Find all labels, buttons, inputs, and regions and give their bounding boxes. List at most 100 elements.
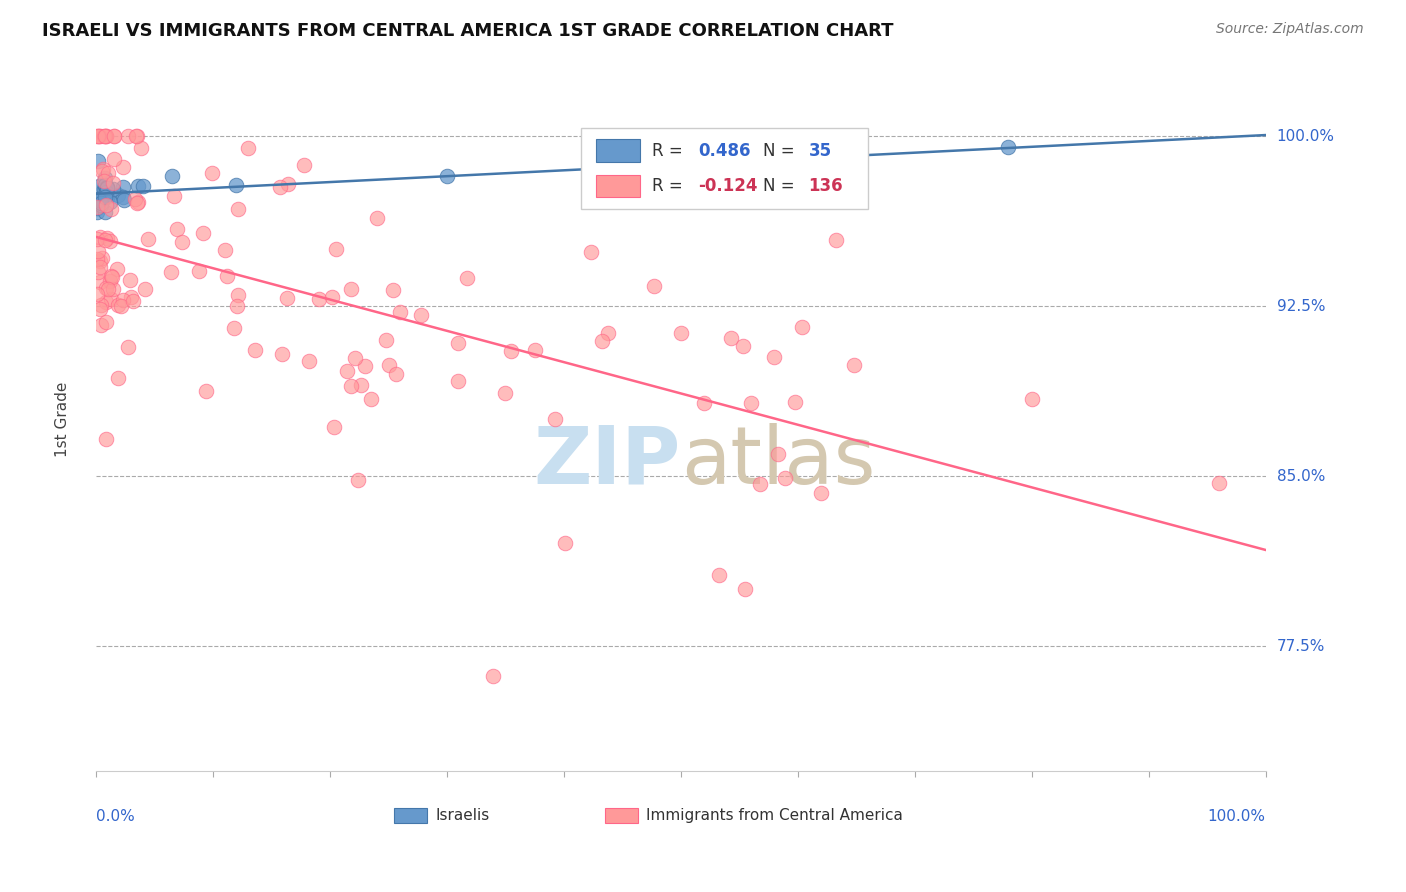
Point — [96, 190, 118, 204]
Point — [96, 231, 118, 245]
Point — [121, 293, 143, 308]
Point — [783, 394, 806, 409]
Point — [87, 192, 110, 206]
Point — [172, 235, 194, 249]
Point — [89, 260, 111, 275]
Point — [86, 129, 108, 144]
Point — [96, 432, 118, 446]
Point — [112, 193, 135, 207]
Text: 1st Grade: 1st Grade — [55, 382, 70, 458]
Point — [447, 375, 470, 389]
Point — [436, 169, 458, 184]
Text: ISRAELI VS IMMIGRANTS FROM CENTRAL AMERICA 1ST GRADE CORRELATION CHART: ISRAELI VS IMMIGRANTS FROM CENTRAL AMERI… — [42, 22, 894, 40]
Point — [124, 192, 146, 206]
Point — [1021, 392, 1043, 407]
Point — [96, 198, 118, 212]
Point — [544, 411, 567, 425]
Point — [103, 129, 125, 144]
Point — [163, 188, 186, 202]
Point — [100, 268, 122, 283]
Point — [94, 295, 117, 310]
Point — [111, 293, 134, 307]
Point — [366, 211, 388, 225]
Point — [103, 129, 125, 144]
Bar — [596, 175, 640, 197]
Point — [87, 193, 110, 207]
Text: R =: R = — [651, 177, 688, 194]
Text: N =: N = — [763, 142, 800, 160]
Point — [409, 308, 432, 322]
Point — [501, 344, 523, 359]
Point — [112, 180, 135, 194]
Point — [120, 290, 142, 304]
Point — [447, 335, 470, 350]
Point — [733, 339, 755, 353]
Text: R =: R = — [651, 142, 688, 160]
Point — [94, 315, 117, 329]
Point — [339, 379, 361, 393]
Point — [97, 166, 120, 180]
Point — [94, 178, 117, 193]
Point — [740, 396, 762, 410]
Point — [643, 279, 665, 293]
Point — [89, 254, 111, 268]
Point — [224, 321, 246, 335]
Point — [669, 326, 692, 340]
Point — [89, 275, 111, 289]
Text: 0.486: 0.486 — [699, 142, 751, 160]
Point — [382, 283, 405, 297]
Point — [101, 282, 124, 296]
Point — [360, 392, 382, 407]
Point — [270, 346, 292, 360]
Text: 77.5%: 77.5% — [1277, 639, 1324, 654]
Point — [336, 364, 359, 378]
Text: -0.124: -0.124 — [699, 177, 758, 194]
Point — [298, 354, 321, 368]
Bar — [605, 808, 638, 823]
Point — [90, 197, 112, 211]
Point — [127, 195, 149, 210]
Point — [125, 195, 148, 210]
Point — [89, 193, 111, 207]
Point — [94, 171, 117, 186]
Point — [132, 179, 155, 194]
Point — [277, 177, 299, 191]
Point — [579, 244, 602, 259]
Point — [101, 176, 124, 190]
Point — [87, 265, 110, 279]
Point — [91, 162, 114, 177]
Point — [201, 166, 224, 180]
Text: ZIP: ZIP — [534, 423, 681, 500]
Point — [97, 282, 120, 296]
Point — [98, 194, 121, 209]
Point — [187, 264, 209, 278]
Point — [354, 359, 377, 373]
Point — [323, 420, 346, 434]
Text: 35: 35 — [808, 142, 831, 160]
Text: 85.0%: 85.0% — [1277, 468, 1324, 483]
Point — [166, 221, 188, 235]
Point — [482, 668, 505, 682]
Point — [94, 178, 117, 193]
Point — [90, 318, 112, 332]
Point — [100, 293, 122, 307]
Point — [160, 169, 183, 183]
Text: Israelis: Israelis — [436, 808, 489, 823]
Point — [87, 154, 110, 169]
Point — [810, 149, 832, 163]
Point — [734, 582, 756, 597]
Point — [96, 181, 118, 195]
Text: Immigrants from Central America: Immigrants from Central America — [645, 808, 903, 823]
Point — [117, 340, 139, 354]
Point — [93, 182, 115, 196]
Point — [94, 129, 117, 144]
Point — [554, 536, 576, 550]
Point — [110, 299, 132, 313]
Point — [226, 202, 249, 216]
Point — [86, 252, 108, 266]
Point — [86, 129, 108, 144]
Point — [89, 129, 111, 144]
Point — [96, 186, 118, 200]
Point — [127, 178, 149, 193]
Text: 100.0%: 100.0% — [1277, 129, 1334, 144]
